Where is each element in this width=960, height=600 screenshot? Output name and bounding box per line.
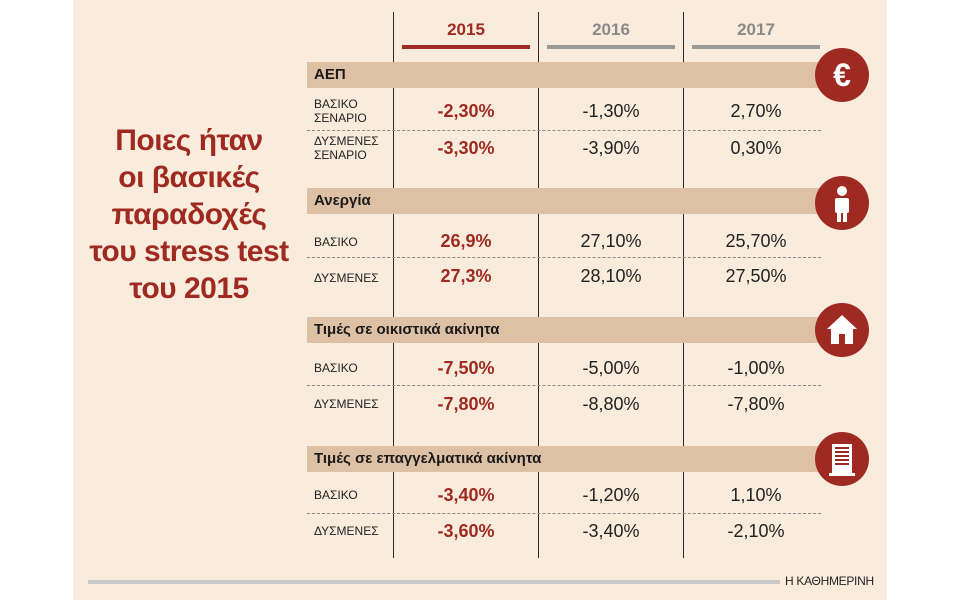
title-line: του stress test: [89, 235, 289, 268]
value-cell: -7,80%: [437, 394, 495, 414]
source-credit: Η ΚΑΘΗΜΕΡΙΝΗ: [785, 574, 874, 588]
year-underline-2016: [547, 45, 675, 49]
year-underline-2015: [402, 45, 530, 49]
value-cell: 27,3%: [440, 266, 492, 286]
section-label-gdp: ΑΕΠ: [314, 66, 346, 83]
value-cell: 0,30%: [730, 138, 782, 158]
row-separator: [307, 257, 821, 258]
title-line: παραδοχές: [111, 198, 267, 231]
row-label: ΔΥΣΜΕΝΕΣ: [314, 271, 379, 285]
house-icon: [815, 303, 869, 357]
row-label: ΒΑΣΙΚΟ: [314, 235, 358, 249]
person-icon: [815, 176, 869, 230]
value-cell: -1,30%: [582, 101, 640, 121]
value-cell: 27,50%: [725, 266, 787, 286]
value-cell: -3,40%: [437, 485, 495, 505]
row-label: ΒΑΣΙΚΟ ΣΕΝΑΡΙΟ: [314, 97, 367, 125]
year-header-2015: 2015: [447, 20, 485, 39]
infographic-title: Ποιες ήταν οι βασικές παραδοχές του stre…: [80, 122, 298, 307]
row-separator: [307, 385, 821, 386]
row-separator: [307, 130, 821, 131]
euro-icon: €: [815, 48, 869, 102]
value-cell: -3,60%: [437, 521, 495, 541]
year-underline-2017: [692, 45, 820, 49]
value-cell: -2,30%: [437, 101, 495, 121]
section-band-gdp: [307, 62, 827, 88]
row-label: ΒΑΣΙΚΟ: [314, 488, 358, 502]
section-band-unemployment: [307, 188, 827, 214]
section-label-residential: Τιμές σε οικιστικά ακίνητα: [314, 321, 500, 338]
value-cell: -3,40%: [582, 521, 640, 541]
row-label: ΔΥΣΜΕΝΕΣ: [314, 524, 379, 538]
svg-text:€: €: [833, 57, 851, 93]
row-label: ΔΥΣΜΕΝΕΣ ΣΕΝΑΡΙΟ: [314, 134, 379, 162]
section-band-commercial: [307, 446, 827, 472]
value-cell: -3,90%: [582, 138, 640, 158]
title-line: του 2015: [129, 272, 249, 305]
row-label: ΒΑΣΙΚΟ: [314, 361, 358, 375]
value-cell: -1,20%: [582, 485, 640, 505]
year-header-2016: 2016: [592, 20, 630, 39]
title-line: οι βασικές: [118, 161, 260, 194]
value-cell: -2,10%: [727, 521, 785, 541]
office-building-icon: [815, 432, 869, 486]
section-label-unemployment: Ανεργία: [314, 192, 371, 209]
value-cell: 1,10%: [730, 485, 782, 505]
value-cell: -3,30%: [437, 138, 495, 158]
title-line: Ποιες ήταν: [115, 124, 263, 157]
footer-rule: [88, 580, 780, 584]
value-cell: 25,70%: [725, 231, 787, 251]
row-label: ΔΥΣΜΕΝΕΣ: [314, 397, 379, 411]
value-cell: 28,10%: [580, 266, 642, 286]
year-header-2017: 2017: [737, 20, 775, 39]
section-band-residential: [307, 317, 827, 343]
row-separator: [307, 513, 821, 514]
value-cell: 27,10%: [580, 231, 642, 251]
value-cell: -7,50%: [437, 358, 495, 378]
section-label-commercial: Τιμές σε επαγγελματικά ακίνητα: [314, 450, 542, 467]
column-divider: [393, 12, 394, 558]
column-divider: [683, 12, 684, 558]
infographic-panel: [73, 0, 887, 600]
value-cell: -5,00%: [582, 358, 640, 378]
value-cell: -8,80%: [582, 394, 640, 414]
value-cell: -1,00%: [727, 358, 785, 378]
column-divider: [538, 12, 539, 558]
value-cell: 26,9%: [440, 231, 492, 251]
value-cell: -7,80%: [727, 394, 785, 414]
value-cell: 2,70%: [730, 101, 782, 121]
